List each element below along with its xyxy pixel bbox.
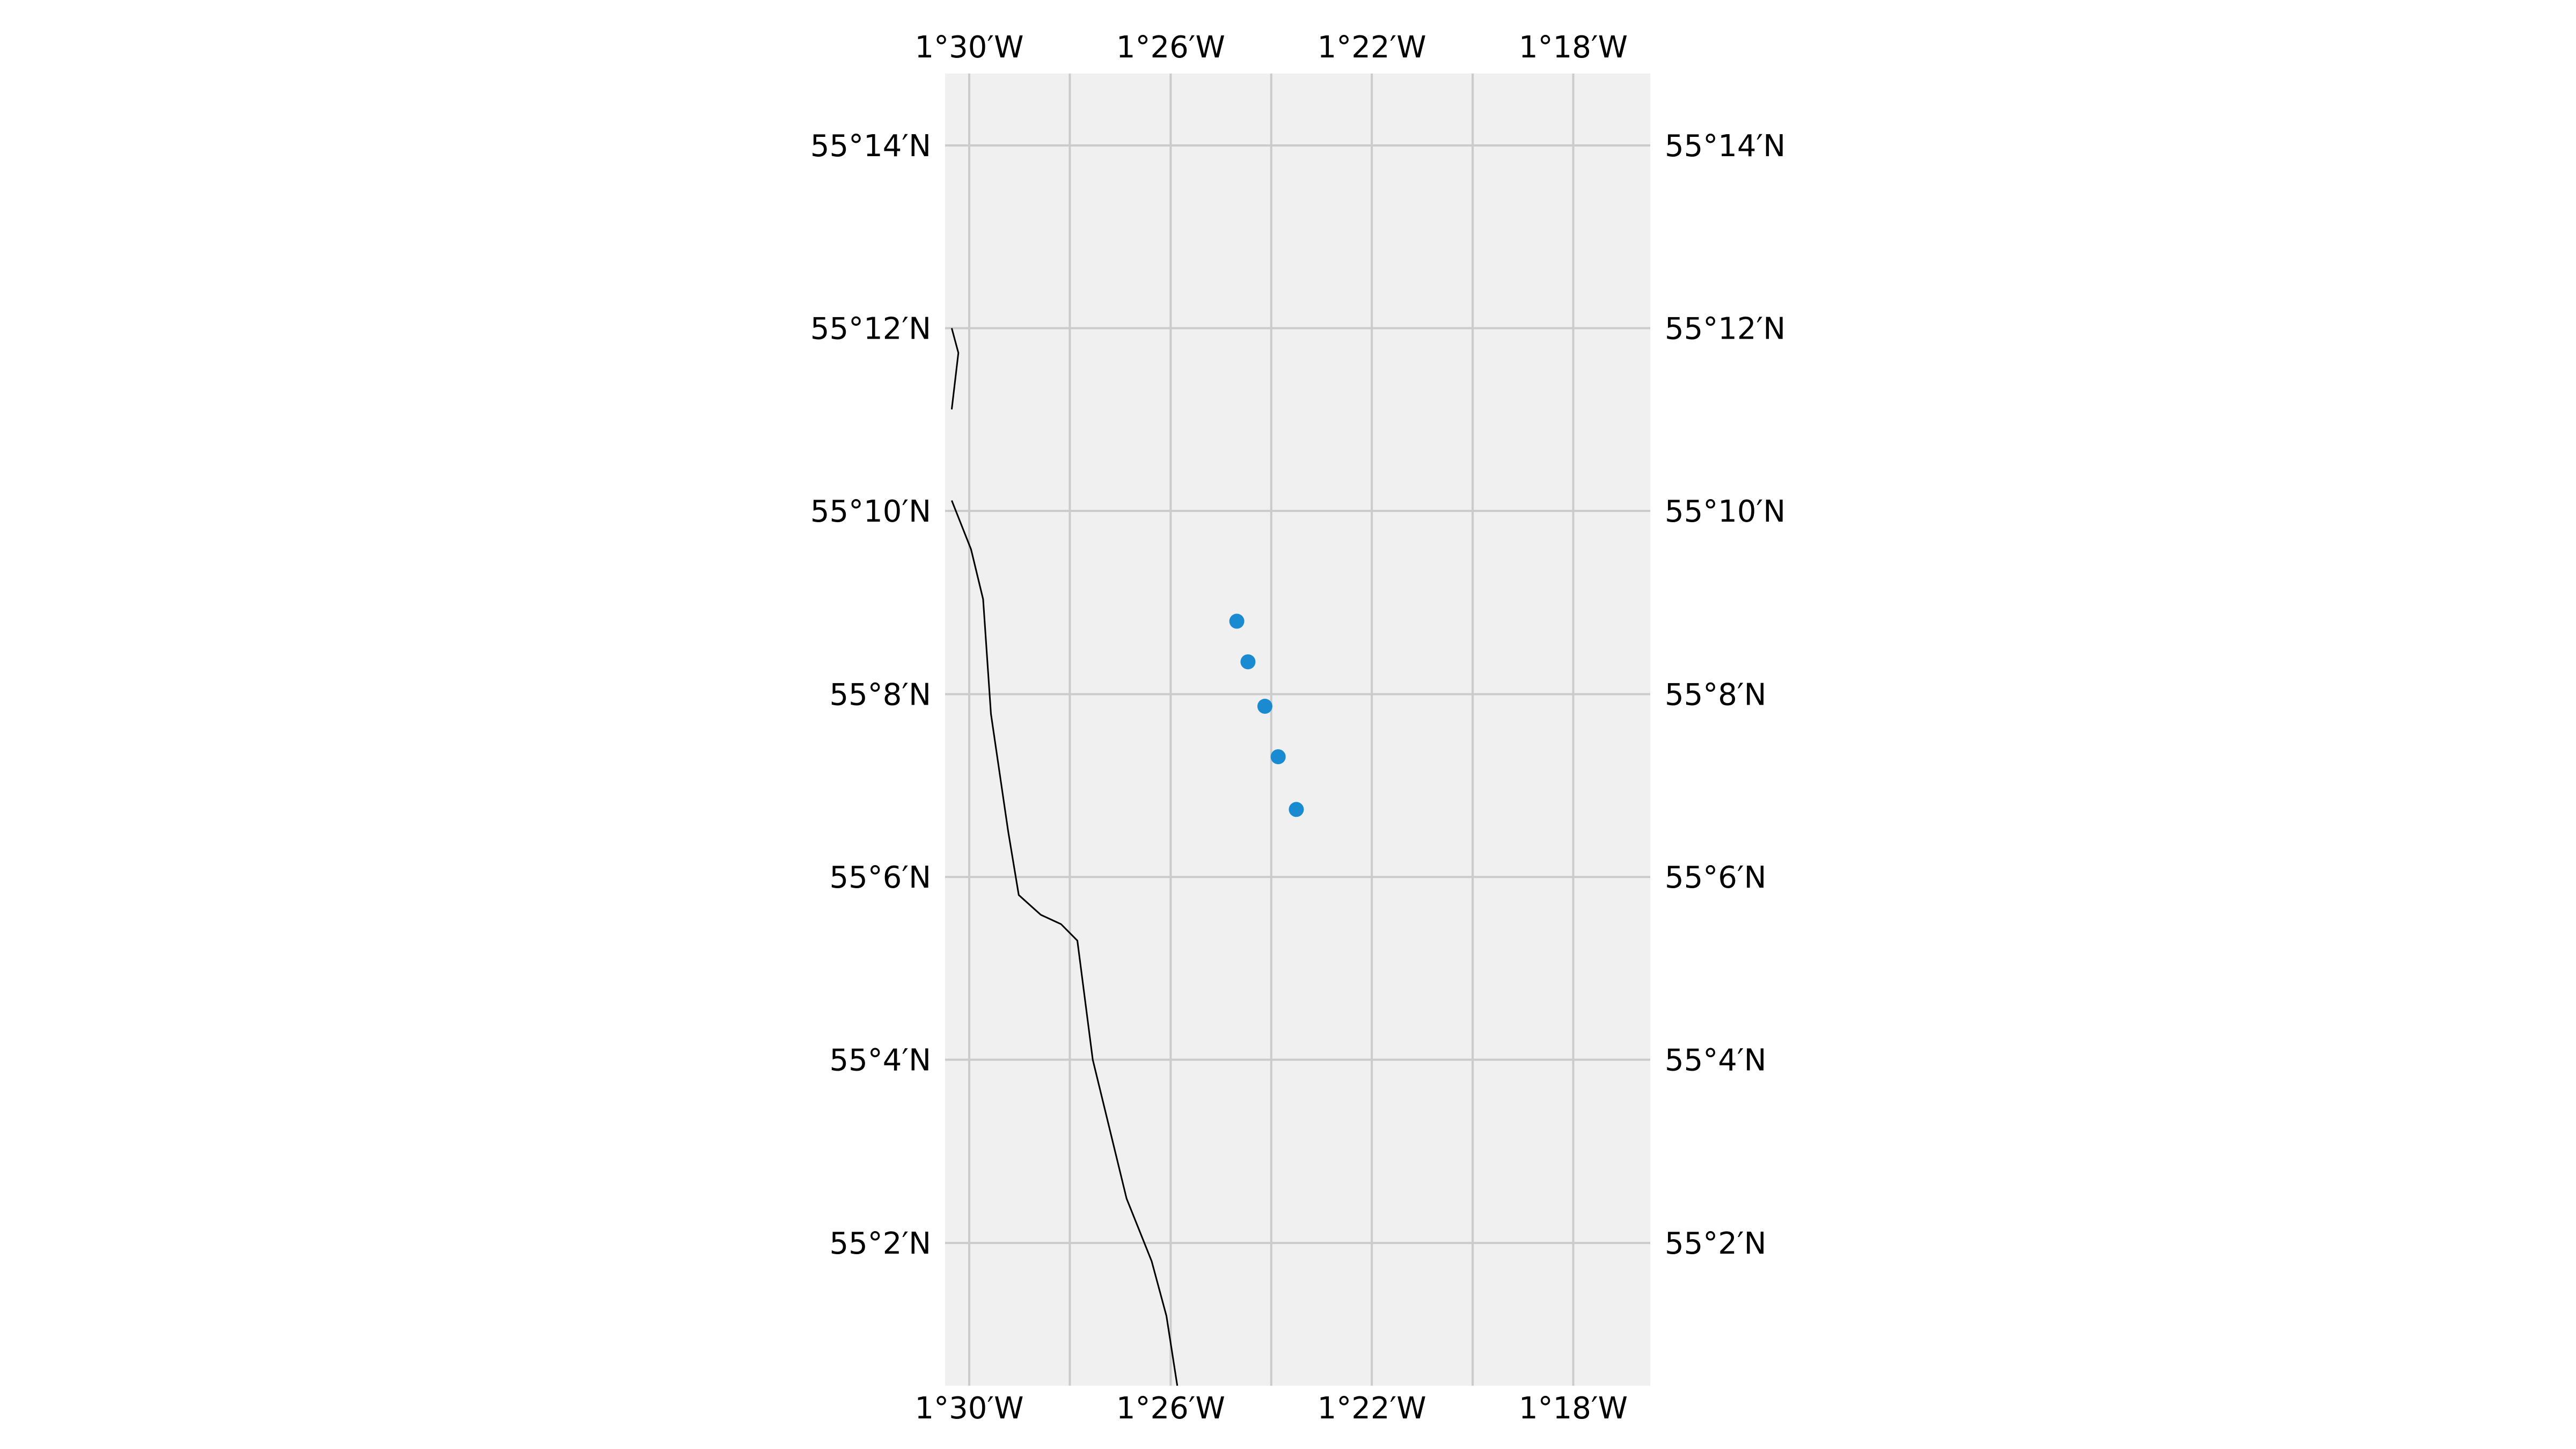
longitude-label-top: 1°30′W [915, 30, 1024, 65]
latitude-label-right: 55°2′N [1665, 1226, 1767, 1261]
latitude-label-left: 55°14′N [810, 129, 931, 164]
longitude-label-top: 1°26′W [1116, 30, 1225, 65]
graticule-labels: 1°30′W 1°30′W 1°26′W 1°26′W 1°22′W 1°22′W 1°18… [810, 30, 1785, 1426]
data-point[interactable] [1257, 699, 1272, 714]
coastline-segment [950, 328, 960, 409]
latitude-label-right: 55°10′N [1665, 494, 1785, 529]
map-area[interactable] [945, 74, 1650, 1386]
latitude-label-left: 55°8′N [830, 678, 932, 713]
coastline [950, 328, 1179, 1386]
longitude-label-bottom: 1°30′W [915, 1391, 1024, 1426]
latitude-label-right: 55°14′N [1665, 129, 1785, 164]
latitude-label-right: 55°6′N [1665, 860, 1767, 895]
longitude-label-top: 1°18′W [1519, 30, 1628, 65]
latitude-label-right: 55°8′N [1665, 678, 1767, 713]
latitude-label-left: 55°6′N [830, 860, 932, 895]
data-points [1229, 613, 1304, 817]
latitude-label-right: 55°12′N [1665, 311, 1785, 346]
longitude-label-bottom: 1°18′W [1519, 1391, 1628, 1426]
latitude-label-left: 55°4′N [830, 1043, 932, 1078]
latitude-label-left: 55°10′N [810, 494, 931, 529]
longitude-label-bottom: 1°26′W [1116, 1391, 1225, 1426]
data-point[interactable] [1240, 654, 1256, 670]
longitude-label-bottom: 1°22′W [1318, 1391, 1426, 1426]
latitude-label-left: 55°2′N [830, 1226, 932, 1261]
graticule [945, 74, 1650, 1386]
data-point[interactable] [1229, 613, 1245, 629]
longitude-label-top: 1°22′W [1318, 30, 1426, 65]
data-point[interactable] [1270, 749, 1286, 765]
latitude-label-right: 55°4′N [1665, 1043, 1767, 1078]
coastline-segment [951, 500, 1179, 1386]
data-point[interactable] [1289, 802, 1304, 817]
latitude-label-left: 55°12′N [810, 311, 931, 346]
